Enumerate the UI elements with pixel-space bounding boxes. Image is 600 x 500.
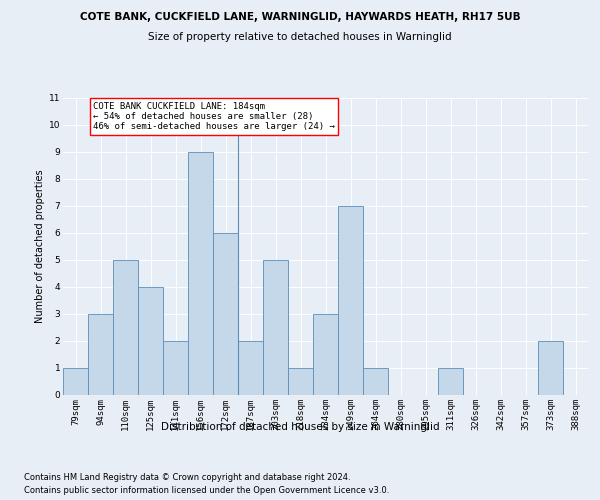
Bar xyxy=(288,368,313,395)
Bar xyxy=(188,152,213,395)
Bar xyxy=(213,232,238,395)
Bar xyxy=(313,314,338,395)
Bar xyxy=(538,341,563,395)
Text: COTE BANK CUCKFIELD LANE: 184sqm
← 54% of detached houses are smaller (28)
46% o: COTE BANK CUCKFIELD LANE: 184sqm ← 54% o… xyxy=(93,102,335,132)
Bar xyxy=(63,368,88,395)
Text: Distribution of detached houses by size in Warninglid: Distribution of detached houses by size … xyxy=(161,422,439,432)
Bar xyxy=(363,368,388,395)
Bar xyxy=(238,341,263,395)
Bar xyxy=(113,260,138,395)
Bar xyxy=(163,341,188,395)
Text: Contains public sector information licensed under the Open Government Licence v3: Contains public sector information licen… xyxy=(24,486,389,495)
Text: Contains HM Land Registry data © Crown copyright and database right 2024.: Contains HM Land Registry data © Crown c… xyxy=(24,472,350,482)
Bar xyxy=(263,260,288,395)
Bar xyxy=(338,206,363,395)
Bar xyxy=(438,368,463,395)
Bar xyxy=(88,314,113,395)
Text: Size of property relative to detached houses in Warninglid: Size of property relative to detached ho… xyxy=(148,32,452,42)
Bar xyxy=(138,287,163,395)
Y-axis label: Number of detached properties: Number of detached properties xyxy=(35,170,44,323)
Text: COTE BANK, CUCKFIELD LANE, WARNINGLID, HAYWARDS HEATH, RH17 5UB: COTE BANK, CUCKFIELD LANE, WARNINGLID, H… xyxy=(80,12,520,22)
